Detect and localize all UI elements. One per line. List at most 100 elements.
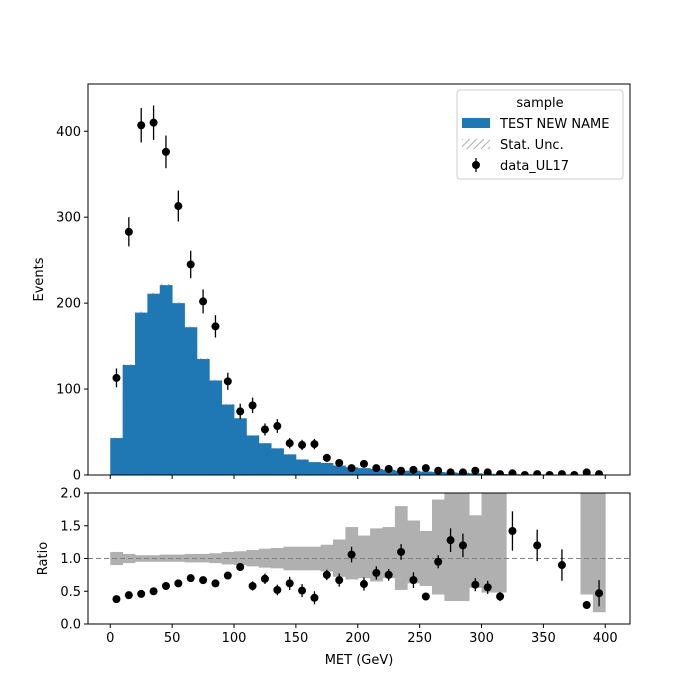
mc-stat-unc [258, 442, 272, 444]
ratio-band-bin [209, 553, 223, 564]
ratio-point [508, 526, 517, 535]
ratio-uncertainty-band [110, 493, 606, 613]
mc-bar [333, 465, 346, 475]
ratio-point [223, 571, 232, 580]
ratio-point [409, 576, 418, 585]
data-point [458, 468, 467, 475]
data-point [520, 471, 529, 475]
mc-histogram [110, 284, 606, 475]
x-axis-label: MET (GeV) [325, 653, 394, 668]
ratio-y-tick-label: 2.0 [60, 487, 81, 502]
mc-bar [357, 468, 371, 475]
data-point [384, 464, 393, 473]
mc-bar [308, 462, 322, 475]
mc-stat-unc [320, 462, 334, 464]
data-point [199, 297, 208, 306]
ratio-point [161, 582, 170, 591]
ratio-point [112, 595, 121, 604]
main-y-ticks: 0 100 200 300 400 [56, 125, 88, 484]
data-point [211, 322, 220, 331]
mc-bar [147, 293, 161, 475]
data-point [322, 453, 331, 462]
ratio-band-bin [382, 527, 396, 579]
ratio-point [384, 570, 393, 579]
ratio-band-bin [135, 555, 148, 562]
ratio-point [199, 576, 208, 585]
ratio-band-bin [320, 544, 334, 572]
legend-frame [456, 89, 624, 180]
ratio-point [397, 547, 406, 556]
data-point [310, 440, 319, 449]
ratio-panel: 0.0 0.5 1.0 1.5 2.0 0 50 100 150 200 250 300 350 400… [36, 487, 631, 668]
data-point [471, 466, 480, 475]
ratio-point [496, 592, 505, 601]
data-point [335, 458, 344, 467]
main-panel: 0 100 200 300 400 Events [32, 83, 631, 484]
data-point [273, 422, 282, 431]
data-point [285, 439, 294, 448]
ratio-point [347, 550, 356, 559]
ratio-point [174, 579, 183, 588]
mc-bar [283, 454, 297, 475]
data-point [496, 470, 505, 475]
main-y-tick-label: 100 [56, 383, 81, 398]
ratio-point [186, 574, 195, 583]
x-tick-label: 300 [469, 631, 494, 646]
ratio-point [211, 579, 220, 588]
x-tick-label: 400 [593, 631, 618, 646]
ratio-y-ticks: 0.0 0.5 1.0 1.5 2.0 [60, 487, 88, 633]
ratio-band-bin [295, 546, 309, 571]
mc-bar [172, 303, 185, 475]
data-point [483, 468, 492, 475]
mc-bar [320, 462, 334, 475]
mc-bar [221, 404, 235, 475]
mc-stat-unc [147, 292, 160, 295]
ratio-point [557, 561, 566, 570]
data-point [545, 471, 554, 475]
ratio-point [359, 580, 368, 589]
mc-bar [196, 358, 210, 475]
main-y-tick-label: 400 [56, 125, 81, 140]
mc-stat-unc [308, 461, 321, 463]
data-point [397, 466, 406, 475]
mc-stat-unc [110, 437, 123, 439]
ratio-point [483, 583, 492, 592]
data-point [533, 470, 542, 475]
legend-swatch-mc [462, 118, 490, 128]
legend-label-mc: TEST NEW NAME [499, 117, 609, 132]
mc-bar [419, 471, 433, 475]
mc-bar [295, 459, 309, 475]
ratio-band-bin [159, 554, 173, 562]
mc-stat-unc [271, 447, 284, 449]
legend-data-marker [472, 161, 480, 169]
mc-stat-unc [135, 311, 148, 314]
mc-stat-unc [196, 358, 210, 360]
ratio-band-bin [407, 520, 421, 584]
ratio-point [124, 591, 133, 600]
ratio-y-tick-label: 0.0 [60, 618, 81, 633]
x-tick-label: 150 [283, 631, 308, 646]
mc-bar [209, 380, 223, 475]
ratio-point [421, 592, 430, 601]
mc-stat-unc [246, 435, 259, 436]
main-y-tick-label: 200 [56, 297, 81, 312]
mc-stat-unc [209, 379, 222, 382]
mc-bar [184, 327, 198, 475]
data-point [149, 118, 158, 127]
data-point [137, 121, 146, 130]
x-tick-label: 200 [345, 631, 370, 646]
data-point [223, 377, 232, 386]
main-x-ticks [109, 475, 606, 479]
ratio-point [533, 541, 542, 550]
data-point [557, 470, 566, 475]
ratio-y-tick-label: 1.5 [60, 519, 81, 534]
data-point [582, 468, 591, 475]
mc-stat-unc [357, 467, 371, 469]
data-point [347, 464, 356, 473]
data-point [112, 373, 121, 382]
legend-label-stat-unc: Stat. Unc. [500, 138, 564, 153]
ratio-points [112, 511, 604, 610]
x-tick-label: 50 [164, 631, 181, 646]
ratio-band-bin [493, 493, 507, 593]
